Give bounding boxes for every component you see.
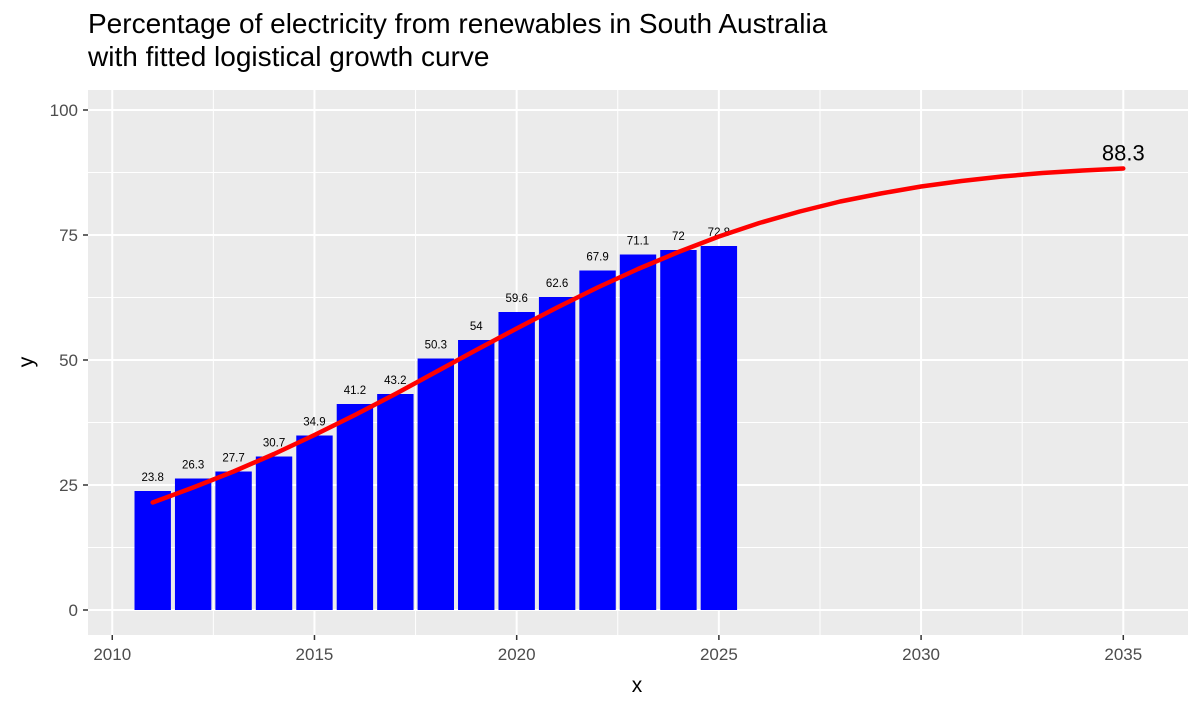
bar-value-label: 71.1: [627, 236, 649, 248]
bar: [538, 297, 576, 610]
bar-value-label: 50.3: [425, 340, 447, 352]
y-tick-label: 25: [59, 476, 78, 495]
chart-subtitle: with fitted logistical growth curve: [87, 41, 490, 72]
bar: [619, 254, 657, 610]
y-tick-label: 50: [59, 351, 78, 370]
bar: [498, 312, 535, 610]
bar: [458, 340, 495, 610]
bar-value-label: 30.7: [263, 438, 285, 450]
bar: [660, 250, 697, 610]
bar: [417, 358, 454, 610]
y-tick-label: 100: [50, 101, 78, 120]
curve-end-label: 88.3: [1102, 141, 1145, 166]
bar: [296, 435, 333, 610]
bar: [579, 270, 616, 610]
bar: [336, 404, 374, 610]
bars: [134, 246, 738, 610]
bar: [134, 491, 171, 610]
bar-value-label: 72: [672, 231, 685, 243]
x-tick-label: 2035: [1104, 645, 1142, 664]
bar-value-label: 41.2: [344, 385, 366, 397]
bar-value-label: 23.8: [142, 472, 164, 484]
bar-value-label: 26.3: [182, 460, 204, 472]
x-tick-label: 2030: [902, 645, 940, 664]
bar: [700, 246, 738, 610]
y-tick-label: 0: [69, 601, 78, 620]
x-tick-label: 2010: [93, 645, 131, 664]
bar-value-label: 34.9: [303, 417, 325, 429]
axes: 2010 2015 2020 2025 2030 2035 0 25 50 75 100: [50, 101, 1143, 664]
bar: [255, 456, 293, 610]
y-axis-title: y: [15, 356, 38, 367]
bar-value-label: 54: [470, 321, 483, 333]
x-tick-label: 2015: [296, 645, 334, 664]
x-axis-title: x: [632, 674, 643, 697]
chart-title: Percentage of electricity from renewable…: [88, 8, 828, 39]
bar: [215, 471, 252, 610]
x-tick-label: 2020: [498, 645, 536, 664]
bar-value-label: 62.6: [546, 278, 568, 290]
bar: [377, 394, 414, 610]
bar-value-label: 27.7: [222, 453, 244, 465]
x-tick-label: 2025: [700, 645, 738, 664]
bar-labels: 23.8 26.3 27.7 30.7 34.9 41.2 43.2 50.3 54 59.6 62…: [142, 227, 731, 484]
bar: [174, 478, 212, 610]
bar-value-label: 43.2: [384, 375, 406, 387]
y-tick-label: 75: [59, 226, 78, 245]
fitted-curve-line: [150, 166, 1126, 505]
bar-value-label: 59.6: [505, 293, 527, 305]
bar-value-label: 67.9: [586, 252, 608, 264]
